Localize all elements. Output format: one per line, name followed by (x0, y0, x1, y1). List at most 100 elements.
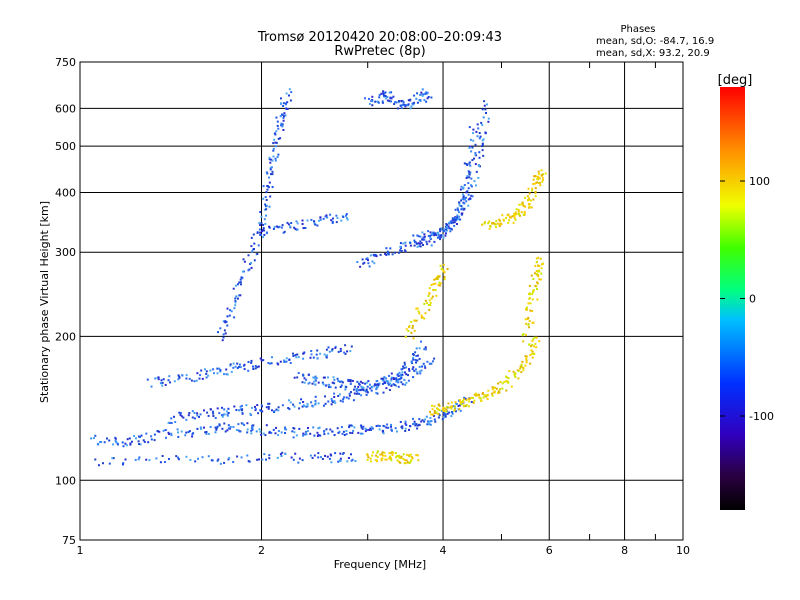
data-point (225, 320, 228, 323)
data-point (293, 431, 296, 434)
data-point (501, 382, 504, 385)
data-point (512, 221, 515, 224)
data-point (121, 441, 124, 444)
data-point (463, 396, 466, 399)
data-point (446, 227, 449, 230)
data-point (384, 458, 387, 461)
data-point (452, 218, 455, 221)
data-point (393, 384, 396, 386)
data-point (458, 204, 461, 207)
data-point (403, 462, 406, 465)
data-point (324, 215, 327, 218)
data-point (413, 239, 416, 242)
data-point (541, 173, 543, 176)
data-point (326, 455, 329, 458)
data-point (472, 139, 475, 142)
data-point (428, 287, 431, 290)
data-point (330, 403, 333, 406)
data-point (430, 96, 433, 99)
data-point (531, 356, 534, 359)
data-point (260, 404, 263, 407)
data-point (415, 241, 417, 244)
data-point (442, 270, 445, 273)
data-point (257, 244, 260, 247)
data-point (404, 427, 407, 430)
data-point (461, 207, 464, 210)
data-point (317, 427, 320, 430)
data-point (331, 220, 334, 223)
data-point (315, 353, 318, 356)
data-point (246, 428, 249, 431)
data-point (371, 454, 374, 457)
data-point (510, 385, 513, 388)
data-point (265, 171, 268, 174)
data-point (356, 380, 359, 383)
data-point (323, 430, 326, 433)
data-point (310, 218, 313, 221)
data-point (264, 203, 267, 206)
data-point (203, 426, 205, 429)
data-point (215, 427, 218, 430)
data-point (266, 185, 269, 187)
data-point (270, 431, 273, 434)
data-point (407, 326, 410, 329)
data-point (439, 264, 442, 267)
data-point (351, 458, 354, 461)
data-point (376, 460, 378, 463)
data-point (226, 414, 229, 417)
data-point (405, 424, 408, 426)
data-point (304, 433, 307, 436)
data-point (359, 380, 362, 383)
data-point (413, 94, 416, 97)
data-point (419, 93, 422, 96)
data-point (279, 453, 282, 456)
data-point (410, 105, 413, 108)
data-point (522, 367, 525, 369)
data-point (223, 461, 226, 464)
data-point (399, 377, 402, 380)
data-point (329, 428, 332, 431)
data-point (188, 377, 191, 380)
data-point (515, 208, 518, 211)
data-point (269, 166, 272, 169)
stats-heading: Phases (620, 24, 655, 35)
data-point (380, 459, 383, 462)
data-point (438, 409, 441, 412)
data-point (243, 368, 246, 371)
data-point (367, 262, 370, 265)
data-point (265, 214, 267, 217)
data-point (399, 421, 402, 423)
data-point (493, 390, 496, 393)
data-point (454, 208, 457, 211)
data-point (402, 242, 405, 245)
data-point (445, 228, 448, 231)
data-point (466, 164, 469, 166)
data-point (409, 98, 412, 101)
data-point (350, 453, 352, 456)
data-point (225, 373, 228, 376)
data-point (232, 362, 235, 365)
data-point (223, 408, 226, 411)
data-point (254, 407, 257, 410)
data-point (444, 415, 447, 418)
data-point (411, 368, 414, 371)
data-point (304, 430, 307, 433)
data-point (414, 351, 417, 354)
data-point (276, 155, 279, 158)
data-point (271, 356, 273, 359)
data-point (218, 424, 221, 427)
data-point (422, 244, 424, 246)
data-point (506, 380, 509, 383)
data-point (229, 364, 232, 367)
data-point (311, 457, 314, 459)
data-point (302, 401, 305, 403)
data-point (272, 142, 275, 145)
data-point (419, 235, 422, 238)
data-point (531, 350, 534, 353)
data-point (481, 139, 484, 142)
data-point (426, 360, 429, 363)
data-point (243, 423, 246, 426)
data-point (426, 423, 429, 426)
data-point (537, 275, 540, 278)
data-point (422, 238, 425, 241)
